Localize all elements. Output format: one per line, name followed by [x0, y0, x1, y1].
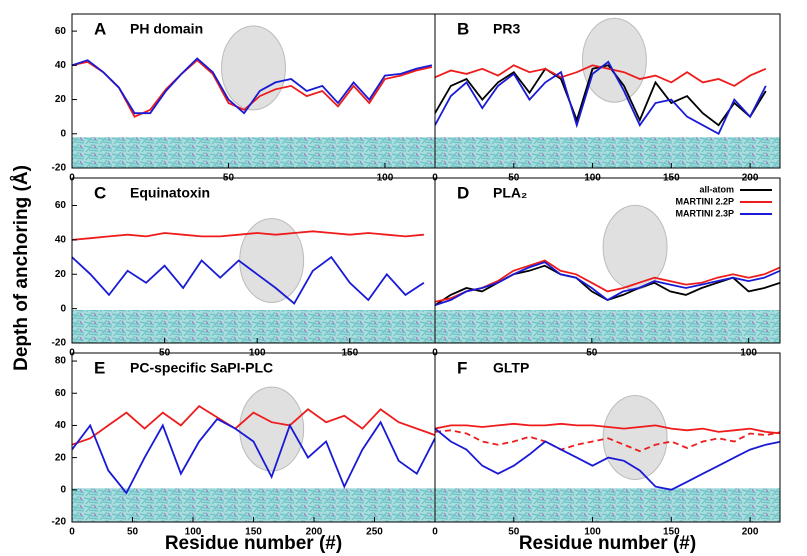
y-tick-label: 20 — [55, 452, 67, 463]
y-tick-label: 60 — [55, 388, 67, 399]
x-tick-label: 50 — [508, 527, 520, 538]
panel-label: D — [457, 183, 469, 202]
y-tick-label: 80 — [55, 356, 67, 367]
legend-label: all-atom — [699, 184, 734, 194]
y-tick-label: 40 — [55, 60, 67, 71]
series-line — [435, 429, 780, 453]
series-line — [435, 427, 780, 491]
panel-label: B — [457, 19, 469, 38]
y-tick-label: -20 — [52, 338, 67, 349]
y-tick-label: 60 — [55, 200, 67, 211]
membrane — [72, 137, 435, 168]
y-tick-label: 40 — [55, 235, 67, 246]
x-axis-label: Residue number (#) — [165, 533, 342, 554]
x-tick-label: 100 — [584, 527, 601, 538]
membrane — [72, 488, 435, 522]
x-tick-label: 150 — [663, 527, 680, 538]
y-tick-label: -20 — [52, 517, 67, 528]
x-tick-label: 0 — [69, 527, 75, 538]
series-line — [435, 259, 780, 303]
protein — [239, 218, 305, 303]
y-tick-label: 20 — [55, 94, 67, 105]
panel-title: PC-specific SaPI-PLC — [130, 360, 273, 376]
series-line — [435, 261, 780, 307]
panel-label: F — [457, 358, 467, 377]
membrane — [435, 488, 780, 522]
series-line — [435, 422, 780, 435]
protein — [581, 17, 647, 103]
membrane — [72, 310, 435, 343]
x-tick-label: 50 — [127, 527, 139, 538]
x-tick-label: 250 — [366, 527, 383, 538]
x-tick-label: 100 — [185, 527, 202, 538]
y-tick-label: 20 — [55, 269, 67, 280]
x-tick-label: 0 — [432, 527, 438, 538]
y-tick-label: 0 — [60, 484, 66, 495]
panel-title: Equinatoxin — [130, 185, 210, 201]
panel-title: GLTP — [493, 360, 529, 376]
y-tick-label: 0 — [60, 128, 66, 139]
legend-label: MARTINI 2.2P — [675, 196, 734, 206]
panel-label: A — [94, 19, 106, 38]
y-axis-label: Depth of anchoring (Å) — [11, 165, 32, 371]
y-tick-label: -20 — [52, 163, 67, 174]
series-line — [72, 417, 435, 495]
legend-label: MARTINI 2.3P — [675, 208, 734, 218]
y-tick-label: 40 — [55, 420, 67, 431]
panel-title: PH domain — [130, 21, 203, 37]
protein — [221, 25, 286, 111]
series-line — [435, 60, 767, 136]
membrane — [435, 137, 780, 168]
panel-frame — [434, 13, 781, 169]
y-tick-label: 0 — [60, 303, 66, 314]
y-tick-label: 60 — [55, 26, 67, 37]
series-line — [72, 255, 425, 305]
x-axis-label: Residue number (#) — [519, 533, 696, 554]
protein — [602, 204, 668, 290]
panel-frame — [434, 177, 781, 344]
panel-title: PLA₂ — [493, 185, 527, 201]
protein — [602, 395, 668, 480]
series-line — [72, 404, 435, 446]
membrane — [435, 310, 780, 343]
x-tick-label: 200 — [742, 527, 759, 538]
series-line — [72, 57, 433, 115]
panel-frame — [434, 352, 781, 523]
series-line — [72, 230, 424, 241]
panel-label: C — [94, 183, 106, 202]
panel-title: PR3 — [493, 21, 520, 37]
panel-label: E — [94, 358, 105, 377]
protein — [239, 386, 305, 472]
x-tick-label: 200 — [306, 527, 323, 538]
x-tick-label: 150 — [245, 527, 262, 538]
